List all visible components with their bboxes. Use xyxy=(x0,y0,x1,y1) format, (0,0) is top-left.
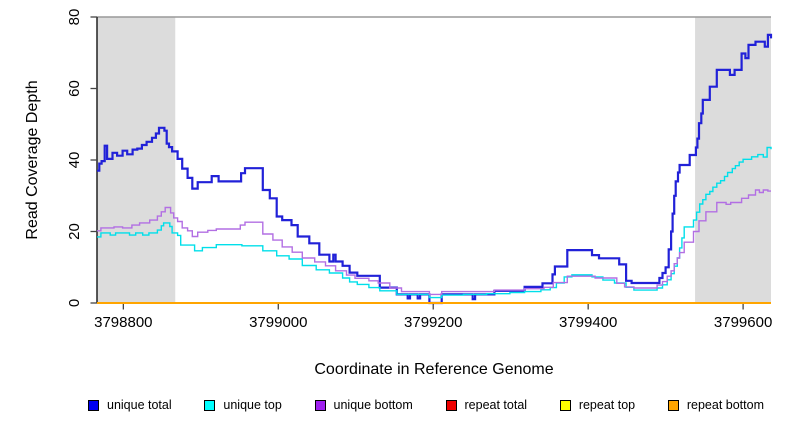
legend: unique total unique top unique bottom repea… xyxy=(88,399,764,412)
legend-item-unique-total: unique total xyxy=(88,399,172,412)
x-tick-label: 3799400 xyxy=(559,314,617,331)
legend-label: unique bottom xyxy=(333,398,413,412)
y-axis-title: Read Coverage Depth xyxy=(24,80,41,239)
x-tick-label: 3799600 xyxy=(714,314,772,331)
legend-label: repeat top xyxy=(578,398,636,412)
legend-item-repeat-total: repeat total xyxy=(445,398,528,412)
legend-item-repeat-top: repeat top xyxy=(559,398,636,412)
legend-swatch-unique-total xyxy=(88,399,99,411)
y-tick-label: 0 xyxy=(66,299,83,307)
legend-item-unique-bottom: unique bottom xyxy=(314,398,413,412)
legend-label: unique total xyxy=(107,398,172,412)
legend-item-repeat-bottom: repeat bottom xyxy=(667,398,764,412)
x-tick-label: 3799200 xyxy=(404,314,462,331)
y-tick-label: 40 xyxy=(66,152,83,169)
x-tick-label: 3799000 xyxy=(249,314,307,331)
legend-item-unique-top: unique top xyxy=(204,398,282,412)
legend-label: unique top xyxy=(223,398,282,412)
y-tick-label: 80 xyxy=(66,9,83,26)
legend-swatch-repeat-bottom xyxy=(667,399,679,411)
y-tick-label: 20 xyxy=(66,223,83,240)
y-tick-label: 60 xyxy=(66,80,83,97)
series-unique-total-line xyxy=(97,33,773,305)
legend-swatch-unique-bottom xyxy=(314,399,326,411)
coverage-chart-canvas: 3798800 3799000 3799200 3799400 3799600 0 20 40… xyxy=(24,9,773,378)
legend-swatch-repeat-top xyxy=(559,399,571,411)
x-axis-title: Coordinate in Reference Genome xyxy=(314,361,553,378)
series-unique-top-line xyxy=(97,146,772,299)
series-lines xyxy=(97,33,773,305)
legend-swatch-unique-top xyxy=(204,399,216,411)
series-unique-bottom-line xyxy=(97,189,771,296)
legend-label: repeat bottom xyxy=(686,398,764,412)
legend-label: repeat total xyxy=(464,398,528,412)
legend-swatch-repeat-total xyxy=(445,399,457,411)
shaded-repeat-regions xyxy=(97,17,771,303)
shaded-region xyxy=(695,17,771,303)
x-tick-label: 3798800 xyxy=(94,314,152,331)
